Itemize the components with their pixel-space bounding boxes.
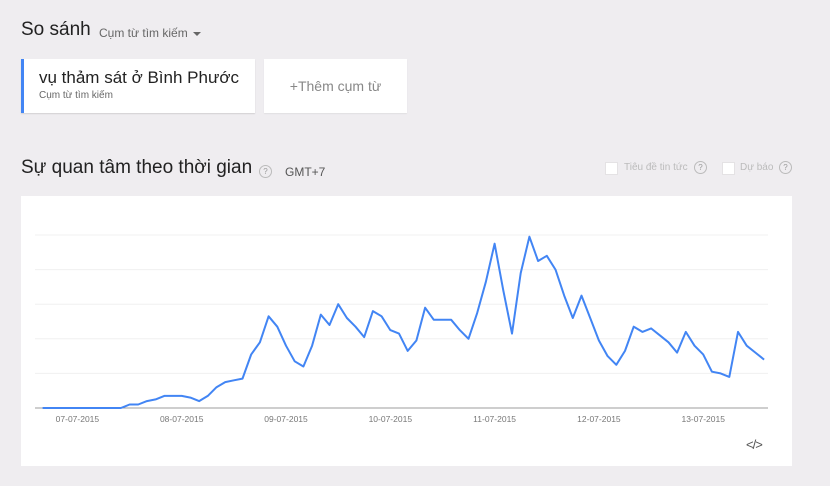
x-tick-label: 11-07-2015	[473, 414, 516, 424]
x-tick-label: 07-07-2015	[56, 414, 100, 424]
compare-type-dropdown[interactable]: Cụm từ tìm kiếm	[99, 26, 201, 40]
forecast-label: Dự báo	[740, 162, 774, 173]
news-headlines-label: Tiêu đề tin tức	[624, 162, 688, 173]
x-tick-label: 08-07-2015	[160, 414, 204, 424]
forecast-checkbox[interactable]	[722, 162, 735, 175]
forecast-help-icon[interactable]: ?	[779, 161, 792, 174]
series-lines	[42, 235, 765, 409]
gridlines	[35, 234, 768, 409]
compare-type-label: Cụm từ tìm kiếm	[99, 26, 188, 40]
news-headlines-help-icon[interactable]: ?	[694, 161, 707, 174]
x-tick-label: 12-07-2015	[577, 414, 621, 424]
compare-title: So sánh	[21, 19, 91, 40]
x-tick-label: 09-07-2015	[264, 414, 308, 424]
search-term-label[interactable]: vụ thảm sát ở Bình Phước	[39, 68, 239, 87]
series-line	[42, 235, 765, 409]
news-headlines-checkbox[interactable]	[605, 162, 618, 175]
search-term-card[interactable]: vụ thảm sát ở Bình Phước Cụm từ tìm kiếm	[21, 59, 255, 113]
search-term-type: Cụm từ tìm kiếm	[39, 90, 113, 101]
timezone-label: GMT+7	[285, 165, 326, 179]
add-term-button[interactable]: +Thêm cụm từ	[264, 59, 407, 113]
embed-code-button[interactable]: </>	[746, 437, 763, 452]
help-icon[interactable]: ?	[259, 165, 272, 178]
x-tick-label: 10-07-2015	[369, 414, 413, 424]
x-axis-ticks: 07-07-2015 08-07-2015 09-07-2015 10-07-2015…	[56, 414, 726, 424]
x-tick-label: 13-07-2015	[681, 414, 725, 424]
chart-card	[21, 196, 792, 466]
caret-down-icon	[192, 31, 201, 36]
interest-line-chart: 07-07-2015 08-07-2015 09-07-2015 10-07-2015…	[35, 234, 768, 424]
interest-over-time-title: Sự quan tâm theo thời gian	[21, 157, 253, 178]
